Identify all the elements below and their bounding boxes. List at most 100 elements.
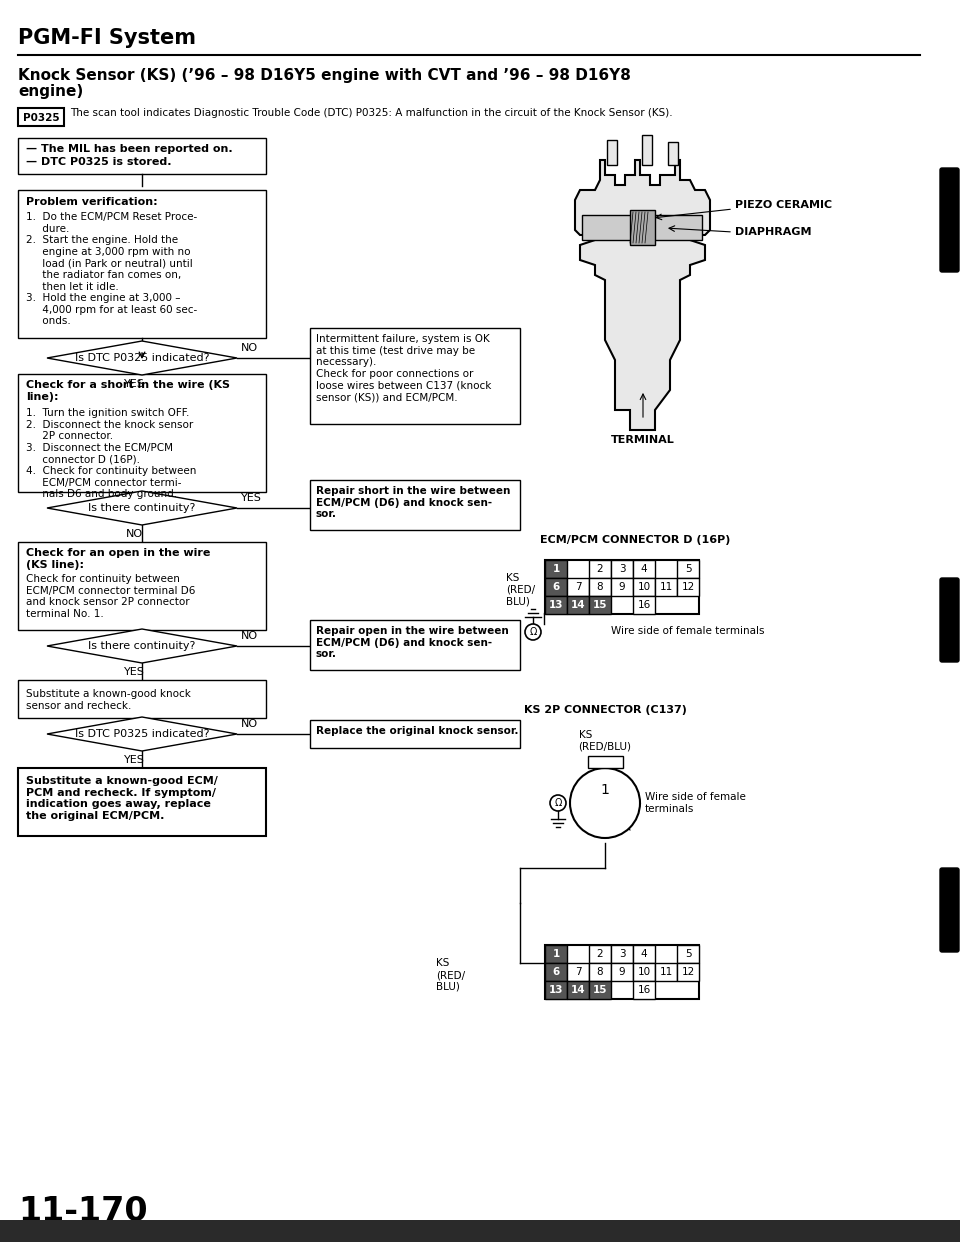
Bar	[567, 596, 589, 614]
Text: 1: 1	[552, 564, 560, 574]
Circle shape	[550, 795, 566, 811]
Bar	[589, 596, 611, 614]
Text: 13: 13	[549, 985, 564, 995]
Bar	[545, 560, 567, 578]
Text: Repair short in the wire between
ECM/PCM (D6) and knock sen-
sor.: Repair short in the wire between ECM/PCM…	[316, 486, 511, 519]
Text: Knock Sensor (KS) (’96 – 98 D16Y5 engine with CVT and ’96 – 98 D16Y8: Knock Sensor (KS) (’96 – 98 D16Y5 engine…	[18, 68, 631, 83]
Text: 3: 3	[618, 949, 625, 959]
Bar	[545, 596, 567, 614]
Text: 5: 5	[684, 949, 691, 959]
Bar	[310, 720, 520, 748]
Bar	[655, 963, 677, 981]
Text: 1: 1	[552, 949, 560, 959]
Bar	[589, 963, 611, 981]
FancyBboxPatch shape	[940, 578, 959, 662]
Text: KS
(RED/BLU): KS (RED/BLU)	[579, 730, 632, 751]
Bar	[18, 768, 266, 836]
Text: Is DTC P0325 indicated?: Is DTC P0325 indicated?	[75, 353, 209, 363]
FancyBboxPatch shape	[940, 168, 959, 272]
Text: 6: 6	[552, 582, 560, 592]
Text: YES: YES	[241, 493, 262, 503]
Text: 9: 9	[618, 582, 625, 592]
Text: 4: 4	[640, 564, 647, 574]
Bar	[611, 560, 633, 578]
Bar	[310, 328, 520, 424]
Bar	[0, 1220, 960, 1242]
Text: 2: 2	[597, 564, 603, 574]
Text: — The MIL has been reported on.: — The MIL has been reported on.	[26, 144, 232, 154]
Text: 8: 8	[597, 582, 603, 592]
Circle shape	[570, 768, 640, 838]
Text: 9: 9	[618, 968, 625, 977]
Bar	[18, 681, 266, 718]
Text: KS 2P CONNECTOR (C137): KS 2P CONNECTOR (C137)	[523, 705, 686, 715]
Text: 10: 10	[637, 582, 651, 592]
Text: Wire side of female terminals: Wire side of female terminals	[611, 626, 764, 636]
Text: 11-170: 11-170	[18, 1195, 148, 1228]
Text: 11: 11	[660, 582, 673, 592]
Text: 13: 13	[549, 600, 564, 610]
Bar	[567, 578, 589, 596]
Bar	[677, 945, 699, 963]
Bar	[633, 596, 655, 614]
Bar	[567, 981, 589, 999]
Bar	[545, 963, 567, 981]
Text: 15: 15	[592, 600, 608, 610]
Bar	[310, 479, 520, 530]
Text: 7: 7	[575, 968, 582, 977]
Bar	[545, 981, 567, 999]
Bar	[607, 140, 617, 165]
Text: 2: 2	[597, 949, 603, 959]
Text: 14: 14	[570, 985, 586, 995]
Text: YES: YES	[124, 379, 144, 389]
Text: 6: 6	[552, 968, 560, 977]
Bar	[310, 620, 520, 669]
Bar	[677, 560, 699, 578]
Bar	[545, 578, 567, 596]
Text: Intermittent failure, system is OK
at this time (test drive may be
necessary).
C: Intermittent failure, system is OK at th…	[316, 334, 492, 402]
Text: Problem verification:: Problem verification:	[26, 197, 157, 207]
Text: NO: NO	[241, 631, 258, 641]
Bar	[655, 578, 677, 596]
Text: Is there continuity?: Is there continuity?	[88, 641, 196, 651]
Bar	[589, 578, 611, 596]
Bar	[642, 135, 652, 165]
Text: Is there continuity?: Is there continuity?	[88, 503, 196, 513]
Bar	[545, 945, 567, 963]
Polygon shape	[575, 160, 710, 430]
Bar	[611, 963, 633, 981]
Text: Replace the original knock sensor.: Replace the original knock sensor.	[316, 727, 518, 737]
Text: PIEZO CERAMIC: PIEZO CERAMIC	[735, 200, 832, 210]
Text: Check for a short in the wire (KS
line):: Check for a short in the wire (KS line):	[26, 380, 230, 401]
Bar	[668, 142, 678, 165]
Text: Substitute a known-good knock
sensor and recheck.: Substitute a known-good knock sensor and…	[26, 689, 191, 710]
Text: YES: YES	[124, 667, 144, 677]
Bar	[589, 560, 611, 578]
Text: 7: 7	[575, 582, 582, 592]
Text: The scan tool indicates Diagnostic Trouble Code (DTC) P0325: A malfunction in th: The scan tool indicates Diagnostic Troub…	[70, 108, 673, 118]
Polygon shape	[47, 717, 237, 751]
Text: 1: 1	[601, 782, 610, 797]
Text: 3: 3	[618, 564, 625, 574]
Bar	[545, 945, 699, 999]
Polygon shape	[47, 628, 237, 663]
Text: 4: 4	[640, 949, 647, 959]
Text: Substitute a known-good ECM/
PCM and recheck. If symptom/
indication goes away, : Substitute a known-good ECM/ PCM and rec…	[26, 776, 218, 821]
Bar	[18, 190, 266, 338]
Bar	[611, 578, 633, 596]
Text: Wire side of female
terminals: Wire side of female terminals	[645, 792, 746, 814]
Text: 14: 14	[570, 600, 586, 610]
Bar	[677, 578, 699, 596]
Text: 11: 11	[660, 968, 673, 977]
Text: 1.  Turn the ignition switch OFF.
2.  Disconnect the knock sensor
     2P connec: 1. Turn the ignition switch OFF. 2. Disc…	[26, 409, 197, 499]
Text: engine): engine)	[18, 84, 84, 99]
Text: 12: 12	[682, 968, 695, 977]
Bar	[588, 756, 623, 768]
Polygon shape	[47, 491, 237, 525]
Text: 5: 5	[684, 564, 691, 574]
Text: 16: 16	[637, 600, 651, 610]
Bar	[633, 945, 655, 963]
Text: 10: 10	[637, 968, 651, 977]
FancyBboxPatch shape	[940, 868, 959, 953]
Text: KS
(RED/
BLU): KS (RED/ BLU)	[506, 574, 535, 606]
